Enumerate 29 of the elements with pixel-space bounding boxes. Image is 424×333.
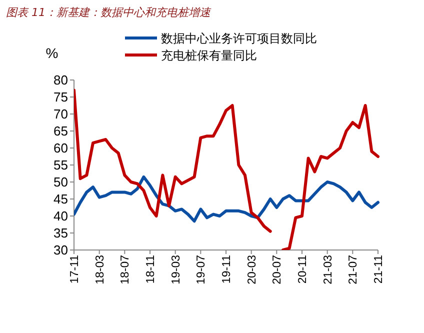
y-tick-label: 65: [54, 124, 68, 138]
x-tick-label: 19-11: [221, 255, 233, 284]
legend-label: 充电桩保有量同比: [161, 48, 257, 62]
y-tick-label: 30: [54, 242, 68, 258]
x-tick-label: 21-11: [373, 255, 385, 284]
x-tick-label: 19-03: [170, 255, 182, 284]
y-tick-label: 45: [54, 192, 68, 206]
x-tick-label: 21-07: [348, 255, 360, 284]
y-tick-label: 80: [54, 72, 68, 88]
x-tick-label: 18-07: [120, 255, 132, 284]
chart-title: 图表 11：新基建：数据中心和充电桩增速: [6, 6, 212, 19]
y-tick-label: 75: [54, 90, 68, 104]
y-tick-label: 55: [54, 158, 68, 172]
x-tick-label: 18-03: [94, 255, 106, 284]
x-tick-label: 21-03: [322, 255, 334, 284]
y-tick-label: 50: [54, 174, 68, 190]
y-tick-label: 35: [54, 226, 68, 240]
x-tick-label: 17-11: [69, 255, 81, 284]
x-tick-label: 20-11: [297, 255, 309, 284]
y-tick-label: 70: [54, 106, 68, 122]
x-tick-label: 20-07: [272, 255, 284, 284]
y-tick-label: 40: [54, 208, 68, 224]
line-series: [74, 175, 380, 223]
y-axis-title: %: [46, 45, 58, 61]
x-tick-label: 20-03: [246, 255, 258, 284]
x-tick-label: 19-07: [196, 255, 208, 284]
legend-label: 数据中心业务许可项目数同比: [161, 32, 317, 46]
x-tick-label: 18-11: [145, 255, 157, 284]
y-tick-label: 60: [54, 140, 68, 156]
